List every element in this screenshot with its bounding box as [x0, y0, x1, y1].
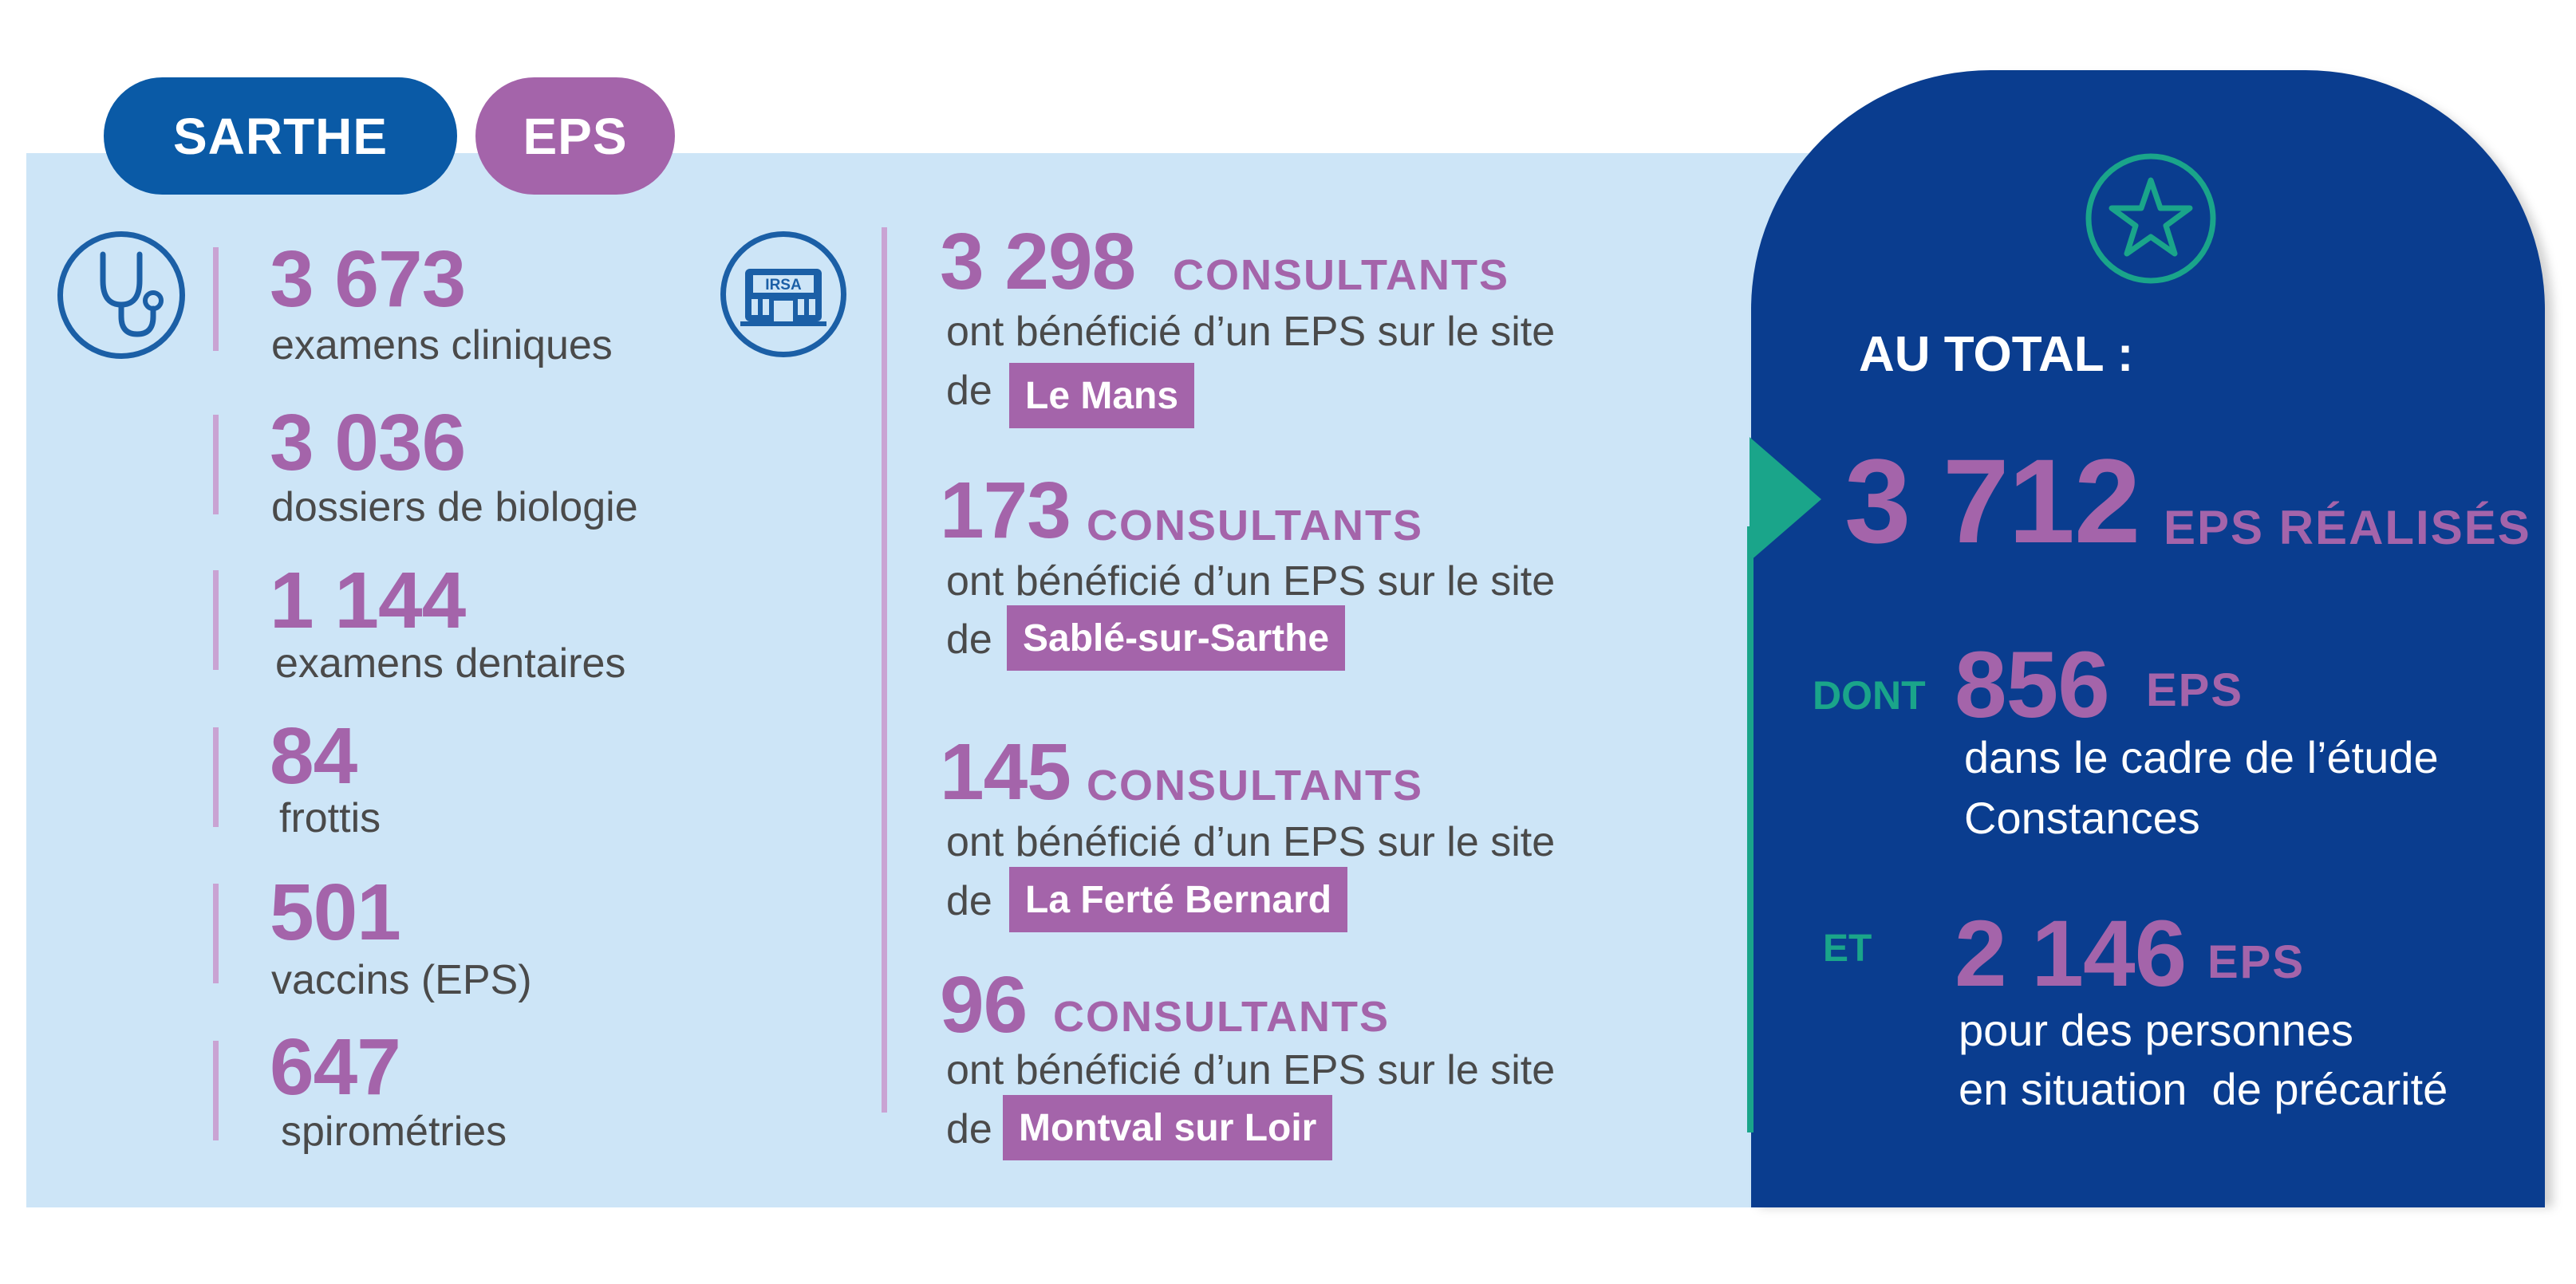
stat-label: dossiers de biologie — [271, 484, 638, 530]
stat-label: examens cliniques — [271, 322, 613, 368]
site-name: Sablé-sur-Sarthe — [1007, 605, 1346, 671]
site-value: 173 — [940, 466, 1071, 555]
stat-value: 501 — [270, 868, 401, 957]
accent-line — [1747, 526, 1753, 1132]
site-unit: CONSULTANTS — [1173, 251, 1509, 299]
et-text-1: pour des personnes — [1959, 1005, 2354, 1055]
site-name: Le Mans — [1009, 363, 1195, 428]
stats-panel — [26, 153, 1813, 1207]
et-unit: EPS — [2207, 936, 2306, 988]
site-value: 96 — [940, 960, 1028, 1050]
et-value: 2 146 — [1955, 901, 2187, 1006]
divider — [213, 727, 219, 827]
site-name: La Ferté Bernard — [1009, 867, 1348, 932]
site-text: ont bénéficié d’un EPS sur le site — [946, 1047, 1556, 1093]
total-panel — [1751, 70, 2545, 1207]
divider — [213, 884, 219, 983]
et-label: ET — [1823, 928, 1872, 970]
stat-value: 647 — [270, 1022, 401, 1112]
stat-value: 3 036 — [270, 398, 466, 487]
site-unit: CONSULTANTS — [1087, 762, 1423, 809]
stat-value: 1 144 — [270, 556, 466, 645]
stat-label: examens dentaires — [275, 640, 626, 687]
divider — [213, 1041, 219, 1140]
site-unit: CONSULTANTS — [1053, 993, 1390, 1041]
site-de: de — [946, 368, 992, 414]
divider — [882, 227, 887, 1113]
total-unit: EPS RÉALISÉS — [2164, 501, 2531, 554]
dont-label: DONT — [1813, 673, 1926, 718]
stat-label: vaccins (EPS) — [271, 957, 532, 1003]
total-heading: AU TOTAL : — [1859, 327, 2134, 382]
dont-text-1: dans le cadre de l’étude — [1964, 732, 2439, 782]
stat-label: spirométries — [281, 1109, 507, 1155]
site-de: de — [946, 616, 992, 663]
building-icon: IRSA — [720, 231, 846, 357]
program-tag: EPS — [475, 77, 675, 195]
site-de: de — [946, 1106, 992, 1152]
site-text: ont bénéficié d’un EPS sur le site — [946, 558, 1556, 605]
site-value: 145 — [940, 727, 1071, 817]
stethoscope-icon — [57, 231, 185, 359]
divider — [213, 247, 219, 351]
star-icon — [2084, 152, 2218, 286]
divider — [213, 415, 219, 514]
divider — [213, 570, 219, 670]
site-unit: CONSULTANTS — [1087, 502, 1423, 549]
accent-arrow — [1750, 437, 1821, 561]
dont-text-2: Constances — [1964, 793, 2200, 843]
et-text-2: en situation de précarité — [1959, 1064, 2448, 1114]
site-de: de — [946, 878, 992, 924]
site-name: Montval sur Loir — [1003, 1095, 1333, 1160]
stat-value: 3 673 — [270, 234, 466, 324]
stat-value: 84 — [270, 711, 357, 801]
site-value: 3 298 — [940, 217, 1136, 306]
dont-unit: EPS — [2146, 664, 2244, 716]
site-text: ont bénéficié d’un EPS sur le site — [946, 819, 1556, 865]
building-icon-text: IRSA — [765, 277, 802, 293]
stat-label: frottis — [279, 795, 381, 841]
total-value: 3 712 — [1844, 434, 2140, 568]
site-text: ont bénéficié d’un EPS sur le site — [946, 309, 1556, 355]
region-tag: SARTHE — [104, 77, 457, 195]
dont-value: 856 — [1955, 632, 2110, 738]
